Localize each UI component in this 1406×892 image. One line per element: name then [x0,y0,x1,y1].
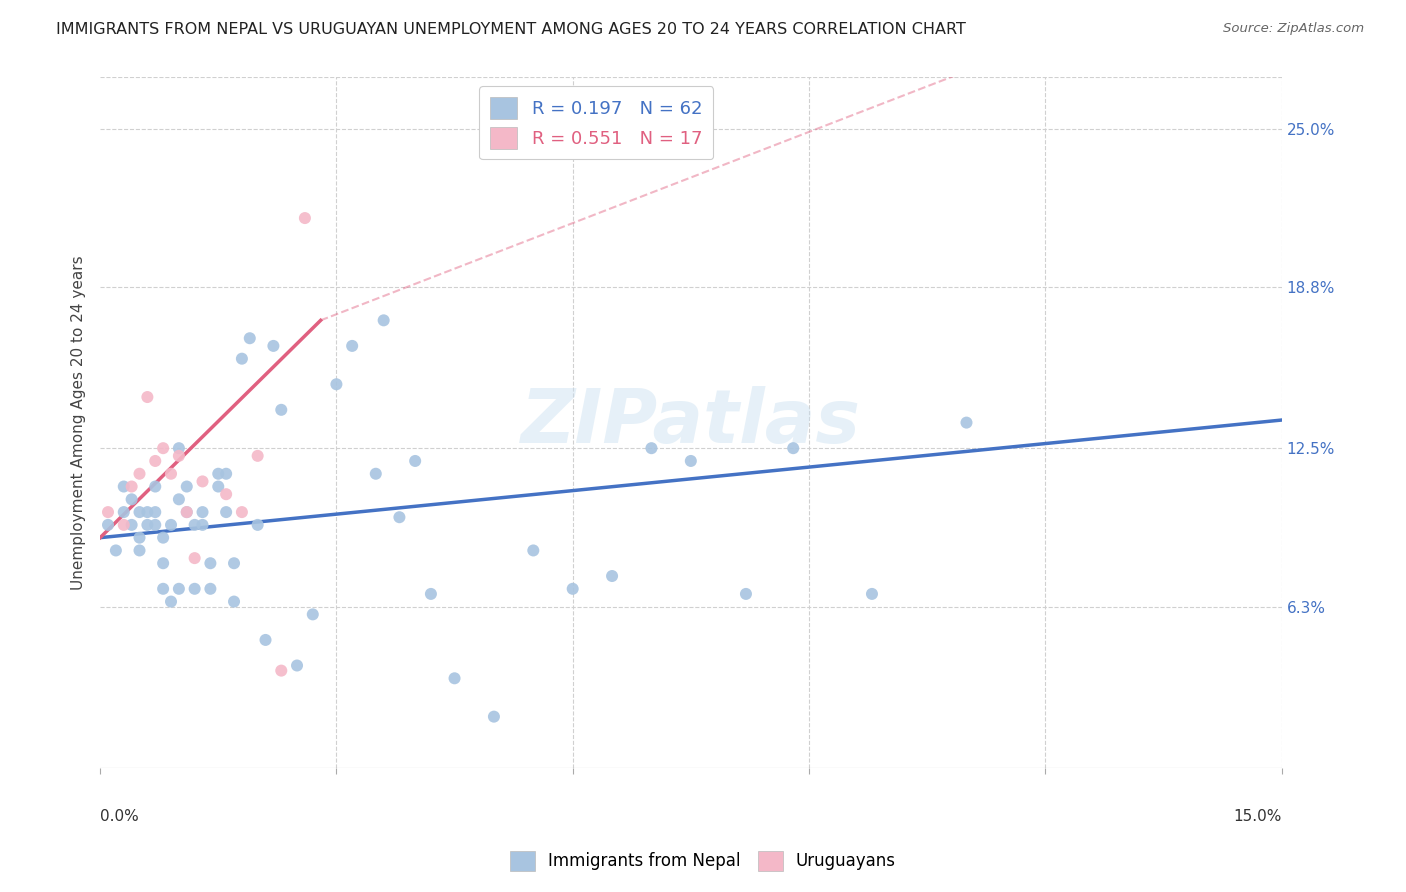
Point [301,607,323,622]
Point [222,556,245,570]
Text: 15.0%: 15.0% [1233,809,1281,823]
Point [167,582,190,596]
Point [176,505,198,519]
Point [128,543,150,558]
Point [246,449,269,463]
Point [215,487,238,501]
Point [121,479,143,493]
Point [160,517,183,532]
Point [191,505,214,519]
Point [270,664,292,678]
Point [143,479,166,493]
Point [222,594,245,608]
Point [136,517,159,532]
Point [373,313,395,327]
Point [207,479,229,493]
Point [167,492,190,507]
Legend: R = 0.197   N = 62, R = 0.551   N = 17: R = 0.197 N = 62, R = 0.551 N = 17 [479,87,713,160]
Point [128,467,150,481]
Point [254,632,277,647]
Point [246,517,269,532]
Point [231,505,253,519]
Point [955,416,977,430]
Point [419,587,441,601]
Point [215,505,238,519]
Point [112,517,135,532]
Point [262,339,284,353]
Point [191,517,214,532]
Point [443,671,465,685]
Point [136,390,159,404]
Legend: Immigrants from Nepal, Uruguayans: Immigrants from Nepal, Uruguayans [502,842,904,880]
Point [143,517,166,532]
Point [167,449,190,463]
Y-axis label: Unemployment Among Ages 20 to 24 years: Unemployment Among Ages 20 to 24 years [72,255,86,590]
Point [97,505,120,519]
Point [176,505,198,519]
Point [97,517,120,532]
Point [104,543,127,558]
Point [239,331,262,345]
Point [191,475,214,489]
Point [782,441,804,455]
Point [152,556,174,570]
Point [167,441,190,455]
Point [152,441,174,455]
Point [388,510,411,524]
Point [128,505,150,519]
Point [112,479,135,493]
Point [200,556,222,570]
Text: Source: ZipAtlas.com: Source: ZipAtlas.com [1223,22,1364,36]
Point [294,211,316,225]
Text: IMMIGRANTS FROM NEPAL VS URUGUAYAN UNEMPLOYMENT AMONG AGES 20 TO 24 YEARS CORREL: IMMIGRANTS FROM NEPAL VS URUGUAYAN UNEMP… [56,22,966,37]
Point [735,587,758,601]
Point [200,582,222,596]
Point [270,402,292,417]
Point [160,467,183,481]
Point [482,709,505,723]
Point [160,594,183,608]
Point [183,582,205,596]
Point [600,569,623,583]
Point [143,454,166,468]
Point [340,339,363,353]
Text: 0.0%: 0.0% [100,809,139,823]
Text: ZIPatlas: ZIPatlas [520,386,860,459]
Point [152,531,174,545]
Point [522,543,544,558]
Point [136,505,159,519]
Point [231,351,253,366]
Point [404,454,426,468]
Point [215,467,238,481]
Point [860,587,883,601]
Point [207,467,229,481]
Point [176,479,198,493]
Point [679,454,702,468]
Point [183,517,205,532]
Point [561,582,583,596]
Point [183,551,205,566]
Point [364,467,387,481]
Point [325,377,347,392]
Point [128,531,150,545]
Point [640,441,662,455]
Point [112,505,135,519]
Point [285,658,308,673]
Point [143,505,166,519]
Point [121,517,143,532]
Point [121,492,143,507]
Point [152,582,174,596]
